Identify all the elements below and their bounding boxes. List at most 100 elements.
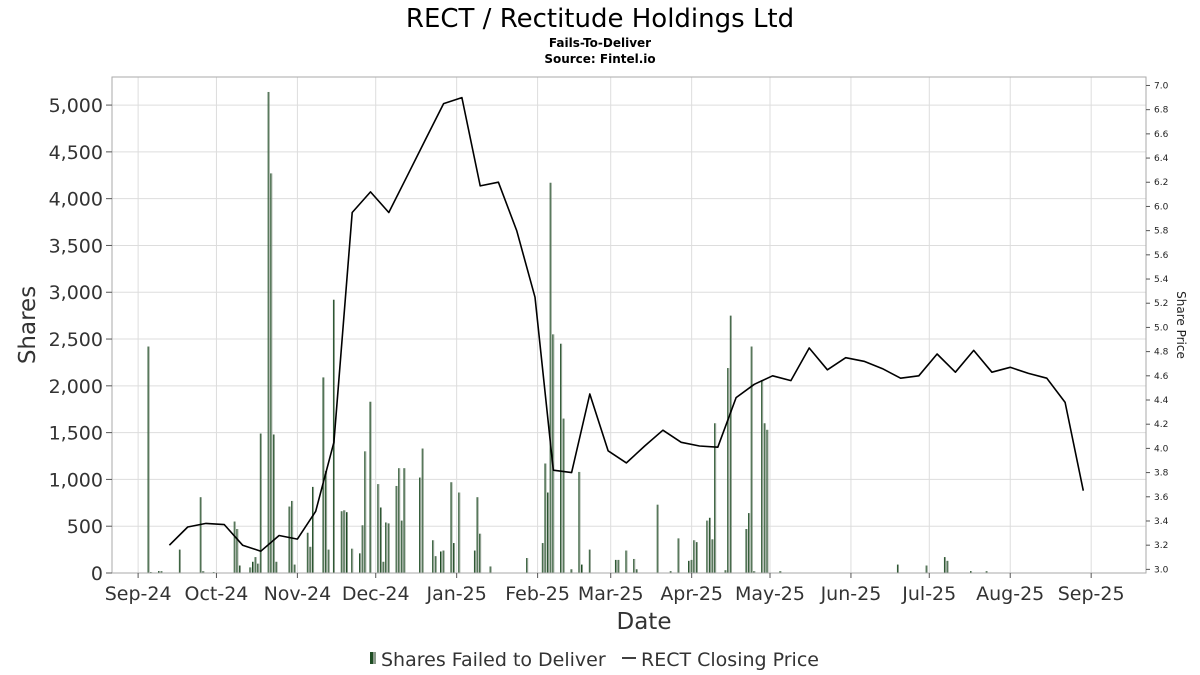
fails-bar-dark [322,377,324,573]
fails-bar [753,571,756,573]
fails-bar [440,551,442,573]
fails-bar-dark [432,540,434,573]
fails-bar [458,492,461,573]
x-axis-label: Date [617,609,672,635]
fails-bar-dark [581,564,582,573]
fails-bar-dark [270,173,272,573]
fails-bar [578,471,581,573]
x-tick-label: Oct-24 [184,583,248,605]
fails-bar-dark [385,522,387,573]
y2-tick-label: 3.8 [1154,469,1169,479]
fails-bar-dark [552,334,554,573]
fails-bar [238,565,241,573]
fails-bar-light [550,182,552,573]
fails-bar [711,539,714,573]
y2-tick-label: 5.6 [1154,251,1169,261]
fails-bar-light [657,504,659,573]
fails-bar-light [926,565,928,573]
fails-bar-light [626,550,628,573]
fails-bar-light [313,486,315,573]
fails-bar [398,468,401,573]
fails-bar-dark [724,570,726,573]
fails-bar-light [401,520,403,573]
fails-bar [434,556,437,573]
fails-bar-dark [729,315,731,573]
fails-bar [588,549,591,573]
fails-bar [351,548,354,573]
y-tick-label: 1,500 [49,423,103,445]
fails-bar-dark [379,507,381,573]
y2-tick-label: 4.2 [1154,420,1168,430]
fails-bar-dark [312,486,314,573]
fails-bar [259,433,262,573]
y2-tick-label: 6.4 [1154,154,1169,164]
y2-tick-label: 4.8 [1154,348,1169,358]
fails-bar [346,512,348,573]
fails-bar-dark [761,380,763,573]
fails-bar-light [255,557,257,573]
y-tick-label: 4,000 [49,189,103,211]
fails-bar-light [258,563,260,573]
fails-bar-light [553,334,555,573]
fails-bar [369,401,372,573]
fails-bar-light [728,368,730,573]
fails-bar-light [715,423,717,573]
fails-bar-light [571,569,573,573]
fails-bar [233,521,236,573]
fails-bar-dark [560,343,562,573]
fails-bar [453,543,456,573]
fails-bar [267,91,270,574]
y-axis-right-ticks: 3.0 3.2 3.4 3.6 3.8 4.0 4.2 4.4 4.6 4.8 5.0 5.2 5.4 5… [1146,81,1169,575]
fails-bar-dark [361,525,363,573]
y2-tick-label: 4.0 [1154,444,1169,454]
fails-bar [669,571,672,573]
x-tick-label: Mar-25 [578,583,644,605]
fails-bar-dark [440,551,441,573]
fails-bar-dark [351,548,353,573]
fails-bar [763,423,766,573]
fails-bar-light [548,492,550,573]
fails-bar-light [365,451,367,573]
fails-bar [387,523,390,573]
fails-bar-dark [753,571,755,573]
fails-bar-dark [946,560,948,573]
x-tick-label: Dec-24 [342,583,410,605]
fails-bar [293,564,296,573]
y2-tick-label: 5.4 [1154,275,1169,285]
fails-bar [562,418,565,573]
fails-bar-light [250,567,252,573]
fails-bar-dark [442,550,444,573]
fails-bar-light [749,513,751,573]
fails-bar-dark [199,497,201,573]
y2-tick-label: 5.8 [1154,227,1169,237]
fails-bar-light [323,377,325,573]
fails-bar-light [459,492,461,573]
fails-bar [633,558,636,573]
fails-bar-dark [588,549,590,573]
fails-bar-dark [400,520,402,573]
fails-bar-dark [748,513,750,573]
fails-bar-dark [714,423,716,573]
fails-bar-dark [450,482,452,573]
x-tick-label: Apr-25 [660,583,723,605]
fails-bar-light [589,549,591,573]
x-axis-ticks: Sep-24 Oct-24 Nov-24 Dec-24 Jan-25 Feb-25 Mar-… [105,573,1125,605]
grid-lines [112,77,1146,574]
y-tick-label: 2,500 [49,329,103,351]
fails-bar-light [696,542,698,573]
fails-bars [147,91,988,574]
y-tick-label: 1,000 [49,469,103,491]
fails-bar-light [764,423,766,573]
legend-line-label: RECT Closing Price [641,649,819,671]
fails-bar-dark [896,564,898,573]
fails-bar-light [579,471,581,573]
fails-bar [724,570,727,573]
fails-bar-light [545,463,547,573]
fails-bar-dark [690,559,692,573]
fails-bar-dark [727,368,729,573]
fails-bar-light [380,507,382,573]
fails-bar-dark [570,569,572,573]
fails-bar [635,569,638,573]
fails-bar-dark [147,346,149,573]
